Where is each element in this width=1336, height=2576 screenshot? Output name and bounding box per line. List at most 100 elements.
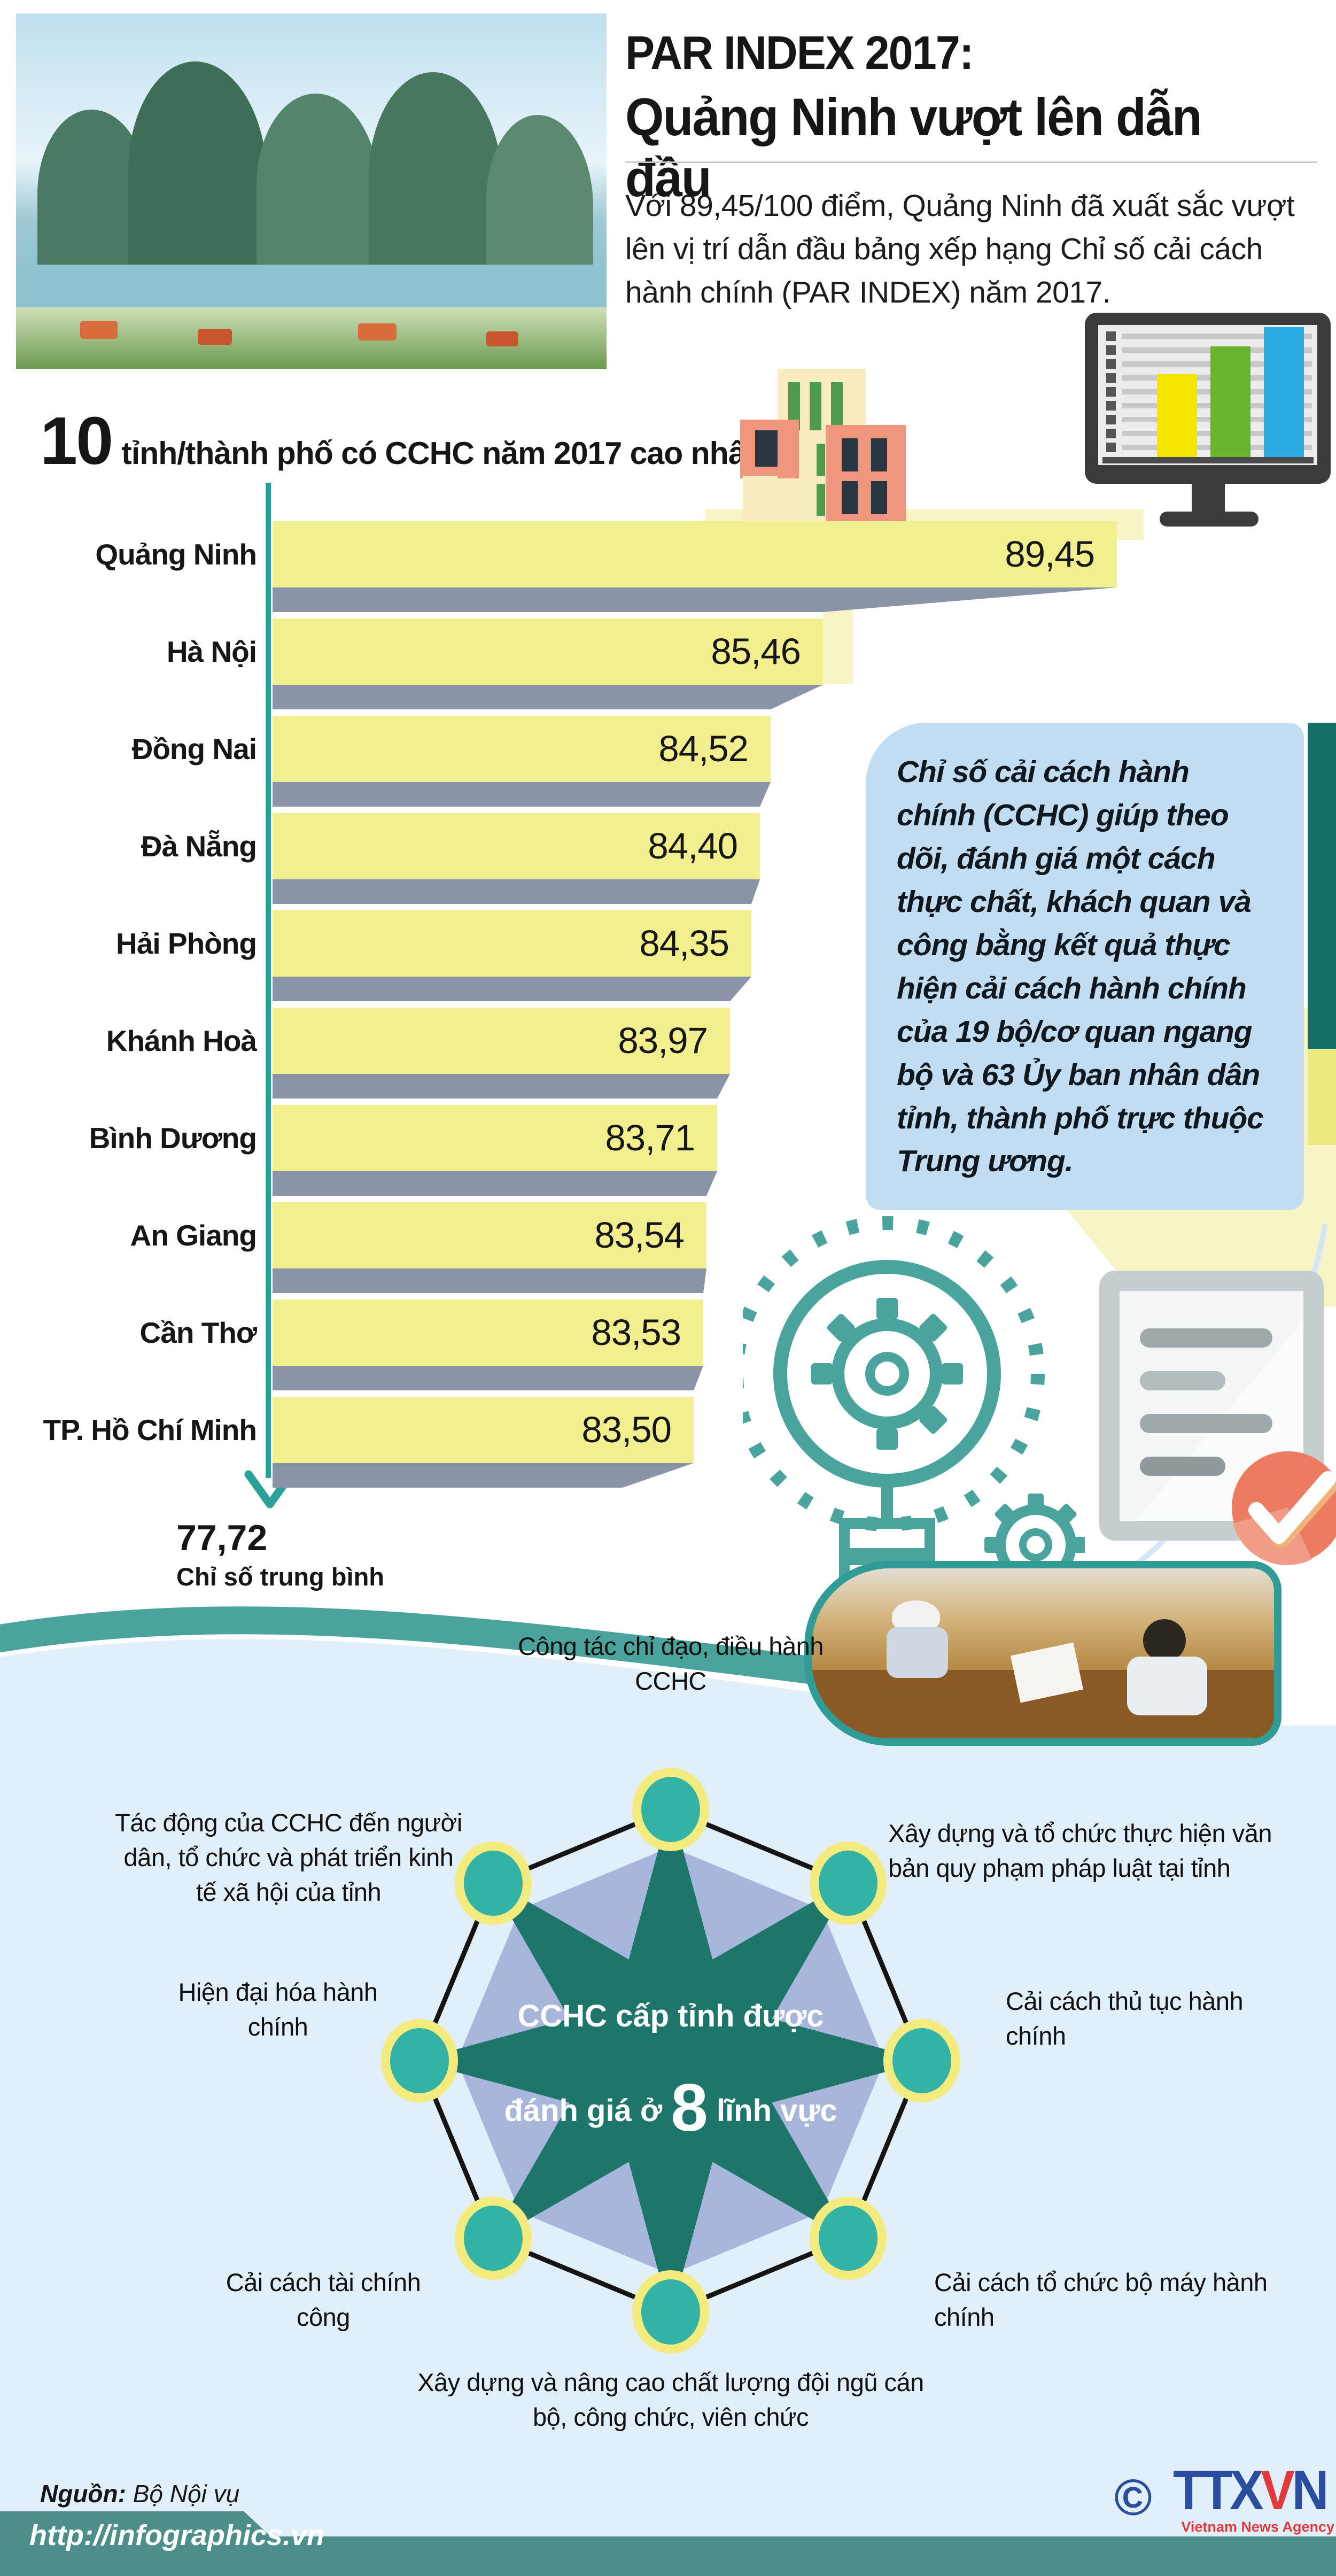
note-accent-yellow <box>1308 1049 1336 1145</box>
field-label-top-right: Xây dựng và tổ chức thực hiện văn bản qu… <box>888 1819 1272 1882</box>
karst-hill <box>369 72 502 291</box>
logo-v: V <box>1261 2459 1295 2521</box>
page-title-line1: PAR INDEX 2017: <box>625 26 974 79</box>
bar: 89,45 <box>273 521 1117 587</box>
bar: 83,54 <box>273 1202 706 1268</box>
bar-shadow <box>273 879 760 904</box>
karst-hill <box>486 115 593 291</box>
monitor-bar-chart-icon <box>1085 313 1331 527</box>
bar-shadow <box>273 782 771 807</box>
bar-value: 89,45 <box>1005 533 1095 575</box>
chart-heading: 10 tỉnh/thành phố có CCHC năm 2017 cao n… <box>40 402 756 479</box>
bar-value: 83,97 <box>618 1020 708 1061</box>
bar: 84,40 <box>273 813 760 879</box>
field-label-top-left: Tác động của CCHC đến người dân, tổ chức… <box>115 1808 462 1906</box>
node-circle <box>632 1768 709 1851</box>
bar-label: Đồng Nai <box>131 732 257 765</box>
bar-value: 83,54 <box>594 1214 685 1256</box>
bar-shadow <box>273 685 823 709</box>
node-circle <box>455 2196 532 2280</box>
bar-label: Hải Phòng <box>116 927 257 960</box>
diagram-center-line2: đánh giá ở 8 lĩnh vực <box>430 2070 911 2146</box>
person-shirt <box>887 1627 948 1678</box>
bar-value: 84,35 <box>639 923 729 964</box>
bar-shadow <box>273 1463 694 1488</box>
average-value: 77,72 <box>176 1518 268 1558</box>
note-accent-teal <box>1308 723 1336 1049</box>
footer-url: http://infographics.vn <box>29 2519 324 2551</box>
bar-shadow <box>273 977 751 1001</box>
bar: 83,50 <box>273 1397 694 1463</box>
field-label-bottom: Xây dựng và nâng cao chất lượng đội ngũ … <box>417 2368 924 2431</box>
intro-paragraph: Với 89,45/100 điểm, Quảng Ninh đã xuất s… <box>625 189 1295 310</box>
logo-ttx: TTX <box>1173 2459 1264 2521</box>
note-box: Chỉ số cải cách hành chính (CCHC) giúp t… <box>866 723 1304 1210</box>
node-circle <box>632 2270 709 2354</box>
star-shape <box>414 1804 927 2317</box>
bar: 84,35 <box>273 910 751 977</box>
center-line2-prefix: đánh giá ở <box>504 2093 671 2128</box>
average-label: Chỉ số trung bình <box>176 1562 384 1591</box>
field-label-left: Hiện đại hóa hành chính <box>178 1978 378 2041</box>
bar-shadow <box>273 587 1117 612</box>
ttxvn-logo-subtext: Vietnam News Agency <box>1181 2519 1334 2535</box>
halong-bay-photo <box>16 13 607 369</box>
bar-shadow <box>273 1366 703 1390</box>
field-label-right: Cải cách thủ tục hành chính <box>1006 1987 1244 2050</box>
bar-value: 83,53 <box>591 1312 681 1353</box>
person-head <box>1143 1619 1186 1662</box>
bar-label: An Giang <box>130 1219 257 1252</box>
source-note: Nguồn: Bộ Nội vụ <box>40 2479 239 2508</box>
ttxvn-logo-text: TTXVN <box>1173 2459 1329 2523</box>
chart-heading-number: 10 <box>40 403 113 478</box>
bar: 83,97 <box>273 1008 730 1074</box>
source-value: Bộ Nội vụ <box>126 2480 240 2508</box>
bar: 85,46 <box>273 618 823 685</box>
node-circle <box>455 1842 532 1925</box>
node-circle <box>381 2019 458 2102</box>
bar-label: Cần Thơ <box>139 1316 257 1349</box>
bar-shadow <box>273 1171 717 1196</box>
section-wave <box>0 1606 1336 1807</box>
karst-hill <box>128 61 267 291</box>
note-text: Chỉ số cải cách hành chính (CCHC) giúp t… <box>897 755 1264 1179</box>
logo-n: N <box>1292 2459 1329 2521</box>
bar-value: 83,50 <box>581 1409 672 1450</box>
center-line2-number: 8 <box>671 2071 708 2145</box>
chart-axis <box>266 483 271 1478</box>
field-label-bottom-right: Cải cách tổ chức bộ máy hành chính <box>934 2268 1268 2331</box>
rooftop <box>198 329 232 345</box>
page-title-line2: Quảng Ninh vượt lên dẫn đầu <box>625 87 1202 207</box>
bar-label: Đà Nẵng <box>141 830 257 863</box>
bar-value: 84,52 <box>658 728 749 769</box>
bar-shadow <box>273 1268 706 1293</box>
bar-label: Khánh Hoà <box>106 1024 257 1057</box>
node-circle <box>810 1842 887 1925</box>
checkmark-icon <box>1232 1451 1336 1565</box>
node-circle <box>883 2019 960 2102</box>
bar: 84,52 <box>273 716 771 782</box>
bar-label: Hà Nội <box>166 635 257 668</box>
chart-heading-text: tỉnh/thành phố có CCHC năm 2017 cao nhất <box>121 436 756 471</box>
karst-hill <box>257 94 379 286</box>
field-label-bottom-left: Cải cách tài chính công <box>226 2268 421 2331</box>
copyright-icon: © <box>1114 2469 1152 2526</box>
bar: 83,53 <box>273 1299 703 1366</box>
diagram-center-line1: CCHC cấp tỉnh được <box>517 1999 824 2033</box>
rooftop <box>80 321 118 339</box>
bar-label: Bình Dương <box>89 1121 257 1155</box>
ttxvn-logo: © TTXVN Vietnam News Agency <box>1114 2459 1336 2544</box>
bar-value: 85,46 <box>711 631 801 672</box>
bar: 83,71 <box>273 1105 717 1171</box>
bar-value: 84,40 <box>648 825 738 867</box>
source-label: Nguồn: <box>40 2480 126 2508</box>
buildings-icon <box>740 369 906 524</box>
bar-value: 83,71 <box>605 1117 695 1158</box>
bar-label: TP. Hồ Chí Minh <box>43 1413 257 1446</box>
document-icon <box>1099 1271 1324 1541</box>
person-shirt <box>1127 1657 1207 1715</box>
center-line2-suffix: lĩnh vực <box>708 2093 837 2128</box>
sea-water <box>16 265 607 313</box>
node-circle <box>810 2196 887 2280</box>
